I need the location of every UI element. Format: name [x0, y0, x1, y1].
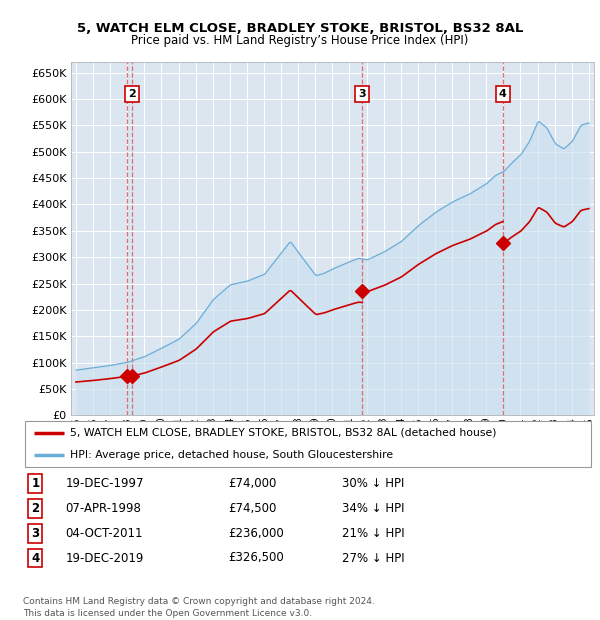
Text: 19-DEC-1997: 19-DEC-1997 — [65, 477, 144, 490]
Text: 5, WATCH ELM CLOSE, BRADLEY STOKE, BRISTOL, BS32 8AL (detached house): 5, WATCH ELM CLOSE, BRADLEY STOKE, BRIST… — [70, 428, 496, 438]
Text: 34% ↓ HPI: 34% ↓ HPI — [342, 502, 404, 515]
Text: 3: 3 — [31, 527, 40, 539]
Text: 07-APR-1998: 07-APR-1998 — [65, 502, 142, 515]
Text: 21% ↓ HPI: 21% ↓ HPI — [342, 527, 404, 539]
Text: Price paid vs. HM Land Registry’s House Price Index (HPI): Price paid vs. HM Land Registry’s House … — [131, 34, 469, 47]
Text: 19-DEC-2019: 19-DEC-2019 — [65, 552, 144, 564]
Text: 30% ↓ HPI: 30% ↓ HPI — [342, 477, 404, 490]
Text: 3: 3 — [359, 89, 366, 99]
FancyBboxPatch shape — [25, 421, 591, 467]
Text: HPI: Average price, detached house, South Gloucestershire: HPI: Average price, detached house, Sout… — [70, 450, 392, 460]
Text: 27% ↓ HPI: 27% ↓ HPI — [342, 552, 404, 564]
Text: £74,000: £74,000 — [228, 477, 277, 490]
Text: £326,500: £326,500 — [228, 552, 284, 564]
Text: 2: 2 — [128, 89, 136, 99]
Text: Contains HM Land Registry data © Crown copyright and database right 2024.
This d: Contains HM Land Registry data © Crown c… — [23, 596, 374, 618]
Text: 5, WATCH ELM CLOSE, BRADLEY STOKE, BRISTOL, BS32 8AL: 5, WATCH ELM CLOSE, BRADLEY STOKE, BRIST… — [77, 22, 523, 35]
Text: £74,500: £74,500 — [228, 502, 277, 515]
Text: 4: 4 — [499, 89, 507, 99]
Text: 1: 1 — [31, 477, 40, 490]
Text: 4: 4 — [31, 552, 40, 564]
Text: 2: 2 — [31, 502, 40, 515]
Text: 04-OCT-2011: 04-OCT-2011 — [65, 527, 143, 539]
Text: £236,000: £236,000 — [228, 527, 284, 539]
